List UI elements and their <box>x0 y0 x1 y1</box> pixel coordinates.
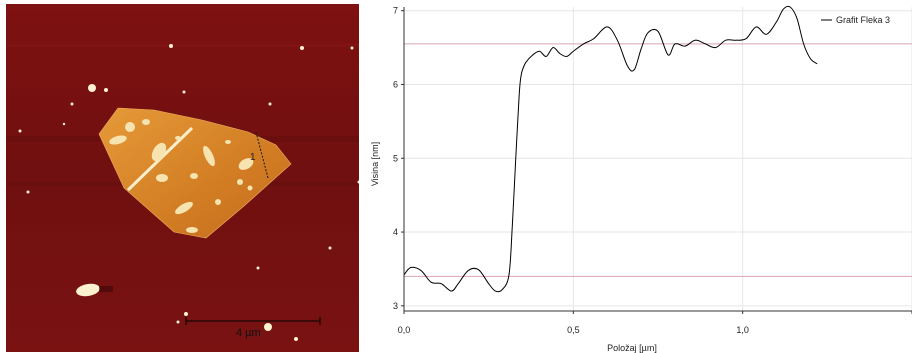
y-tick-label: 6 <box>393 79 398 89</box>
axes <box>401 7 912 314</box>
scale-bar-label: 4 µm <box>236 327 261 339</box>
profile-line <box>255 131 269 179</box>
afm-scan-image: 1 4 µm <box>6 4 359 352</box>
y-tick-label: 5 <box>393 153 398 163</box>
series-line-grafit-fleka-3 <box>403 5 818 293</box>
graphite-flake <box>98 107 292 239</box>
substrate-particles <box>18 44 359 341</box>
x-tick-label: 0,0 <box>398 325 411 335</box>
legend-entry: Grafit Fleka 3 <box>836 15 890 25</box>
x-tick-labels: 0,00,51,01,5 <box>398 325 749 335</box>
scan-streak <box>6 44 359 47</box>
particle-shadow <box>99 286 113 292</box>
legend: Grafit Fleka 3 <box>821 15 890 25</box>
y-tick-labels: 3 4 5 6 7 <box>393 6 398 311</box>
grid <box>403 7 912 311</box>
y-tick-label: 3 <box>393 301 398 311</box>
profile-marker-label: 1 <box>250 152 256 163</box>
x-axis-label: Položaj [µm] <box>607 343 657 353</box>
flake-inclusions <box>109 119 254 233</box>
reference-lines <box>404 43 912 277</box>
x-tick-label: 1,0 <box>736 325 749 335</box>
y-tick-label: 4 <box>393 227 398 237</box>
large-particle <box>76 283 100 297</box>
x-tick-label: 0,5 <box>567 325 580 335</box>
y-axis-label: Visina [nm] <box>370 142 380 186</box>
y-tick-label: 7 <box>393 6 398 16</box>
